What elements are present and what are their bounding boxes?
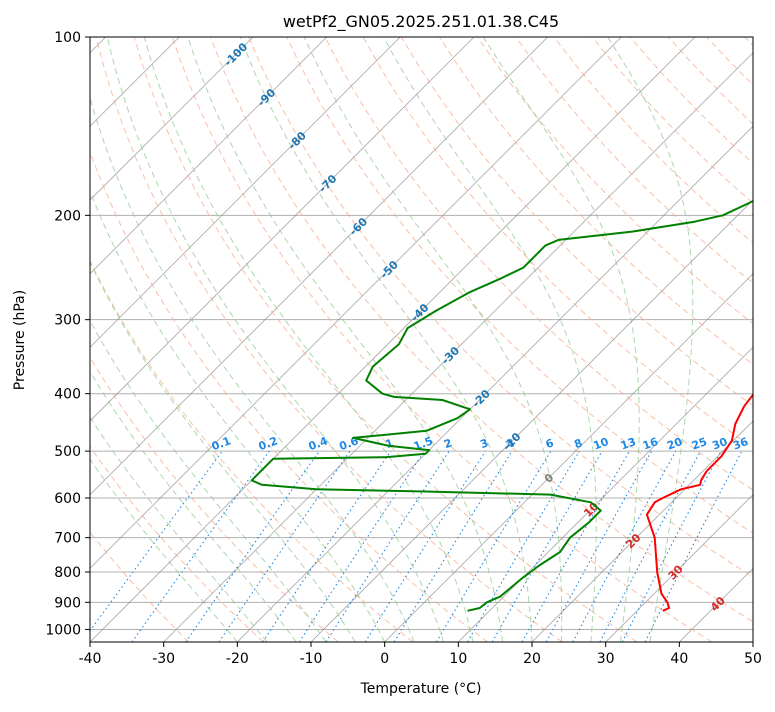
- y-tick-label: 200: [54, 208, 81, 224]
- x-tick-label: -10: [300, 651, 323, 667]
- x-tick-label: 30: [597, 651, 615, 667]
- x-axis-label: Temperature (°C): [360, 681, 482, 697]
- y-tick-label: 300: [54, 313, 81, 329]
- x-tick-label: 20: [523, 651, 541, 667]
- x-tick-label: -20: [226, 651, 249, 667]
- y-tick-label: 600: [54, 491, 81, 507]
- x-tick-label: 40: [670, 651, 688, 667]
- y-tick-label: 100: [54, 30, 81, 46]
- chart-title: wetPf2_GN05.2025.251.01.38.C45: [283, 12, 559, 32]
- y-tick-label: 700: [54, 531, 81, 547]
- y-tick-label: 900: [54, 595, 81, 611]
- y-tick-label: 1000: [45, 622, 81, 638]
- x-tick-label: -30: [152, 651, 175, 667]
- y-axis-label: Pressure (hPa): [12, 290, 28, 390]
- x-tick-label: 50: [744, 651, 762, 667]
- x-tick-label: 10: [449, 651, 467, 667]
- x-tick-label: -40: [79, 651, 102, 667]
- y-tick-label: 800: [54, 565, 81, 581]
- y-tick-label: 400: [54, 387, 81, 403]
- y-tick-label: 500: [54, 444, 81, 460]
- x-tick-label: 0: [380, 651, 389, 667]
